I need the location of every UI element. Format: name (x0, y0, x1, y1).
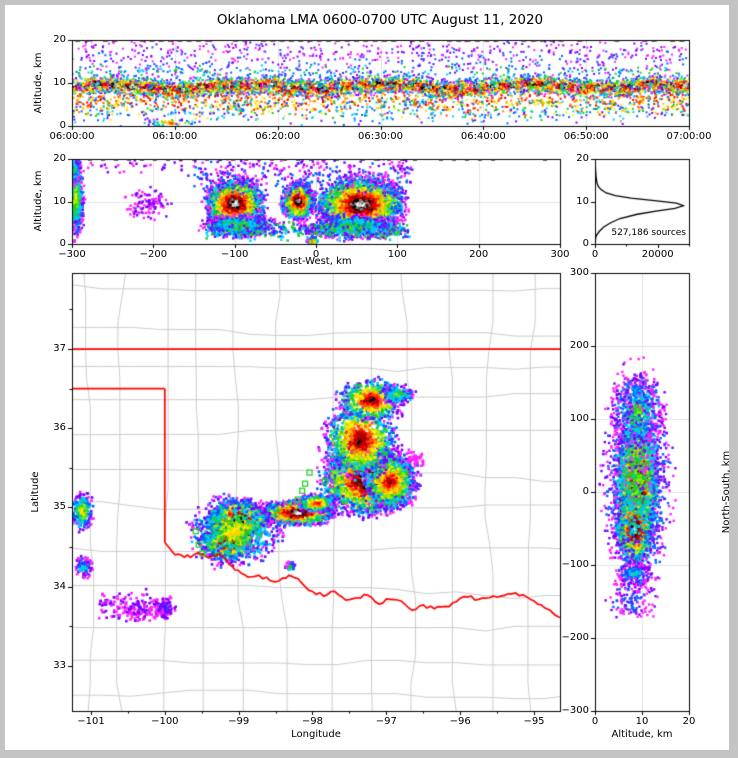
x-tick-label: −300 (58, 249, 86, 260)
y-tick-label: 0 (59, 238, 66, 249)
x-tick-label: 06:30:00 (358, 131, 403, 142)
y-tick-label: 10 (53, 195, 66, 207)
y-tick-label: 10 (53, 77, 66, 88)
page-title: Oklahoma LMA 0600-0700 UTC August 11, 20… (216, 12, 544, 28)
x-tick-label: −100 (220, 249, 249, 260)
y-tick-label: 20 (576, 153, 589, 164)
x-tick-label: −200 (139, 249, 168, 260)
sources-count-label: 527,186 sources (611, 228, 686, 238)
x-tick-label: 20000 (641, 249, 674, 260)
y-tick-label: −300 (561, 705, 589, 716)
axis-label-east-west: East-West, km (280, 256, 352, 267)
y-tick-label: 36 (53, 422, 66, 434)
axis-label-longitude: Longitude (291, 729, 341, 740)
y-tick-label: 37 (53, 343, 66, 355)
axis-label-altitude-2: Altitude, km (33, 170, 44, 232)
axis-label-altitude-3: Altitude, km (611, 729, 673, 740)
x-tick-label: 06:20:00 (255, 131, 301, 142)
x-tick-label: 10 (635, 716, 649, 727)
x-tick-label: 06:10:00 (152, 131, 198, 142)
x-tick-label: 07:00:00 (666, 131, 712, 142)
x-tick-label: −101 (77, 716, 105, 727)
x-tick-label: 0 (591, 716, 599, 727)
y-tick-label: 35 (53, 501, 66, 513)
x-tick-label: 200 (469, 249, 489, 260)
x-tick-label: 300 (550, 249, 570, 260)
y-tick-label: 0 (582, 486, 589, 497)
x-tick-label: −97 (375, 716, 397, 727)
x-tick-label: −95 (523, 716, 545, 727)
y-tick-label: 33 (53, 659, 66, 671)
x-tick-label: 0 (591, 249, 599, 260)
y-tick-label: 0 (582, 238, 589, 249)
y-tick-label: 200 (569, 340, 589, 351)
x-tick-label: 06:50:00 (563, 131, 609, 142)
x-tick-label: −96 (449, 716, 471, 727)
x-tick-label: 06:00:00 (49, 131, 95, 142)
x-tick-label: 20 (682, 716, 696, 727)
y-tick-label: 20 (53, 153, 66, 164)
y-tick-label: −100 (561, 559, 589, 570)
y-tick-label: 300 (569, 267, 589, 278)
x-tick-label: 100 (387, 249, 407, 260)
x-tick-label: −98 (301, 716, 324, 727)
x-tick-label: 0 (312, 249, 320, 260)
x-tick-label: 06:40:00 (460, 131, 506, 142)
y-tick-label: 0 (59, 120, 66, 131)
y-tick-label: −200 (561, 632, 589, 643)
y-tick-label: 20 (53, 34, 66, 45)
x-tick-label: −99 (228, 716, 250, 727)
axis-label-latitude: Latitude (30, 471, 41, 513)
y-tick-label: 10 (576, 195, 589, 207)
y-tick-label: 100 (569, 413, 589, 424)
axis-label-altitude-1: Altitude, km (33, 52, 44, 114)
axis-label-north-south: North-South, km (721, 450, 732, 534)
x-tick-label: −100 (151, 716, 179, 727)
y-tick-label: 34 (53, 580, 66, 592)
